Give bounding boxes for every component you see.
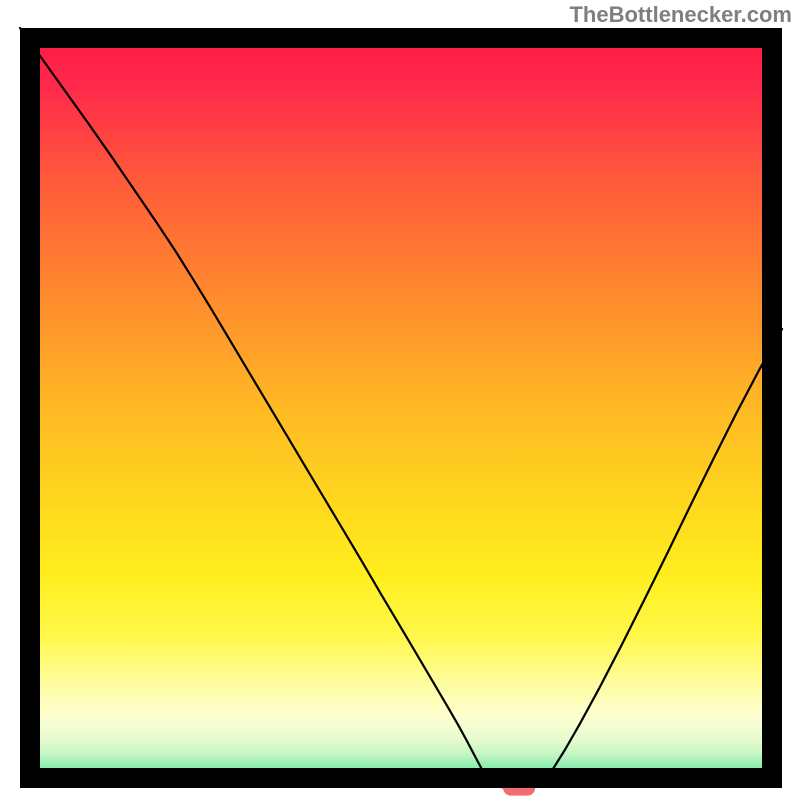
bottleneck-chart (0, 0, 800, 800)
chart-container: TheBottlenecker.com (0, 0, 800, 800)
plot-background (20, 28, 782, 788)
